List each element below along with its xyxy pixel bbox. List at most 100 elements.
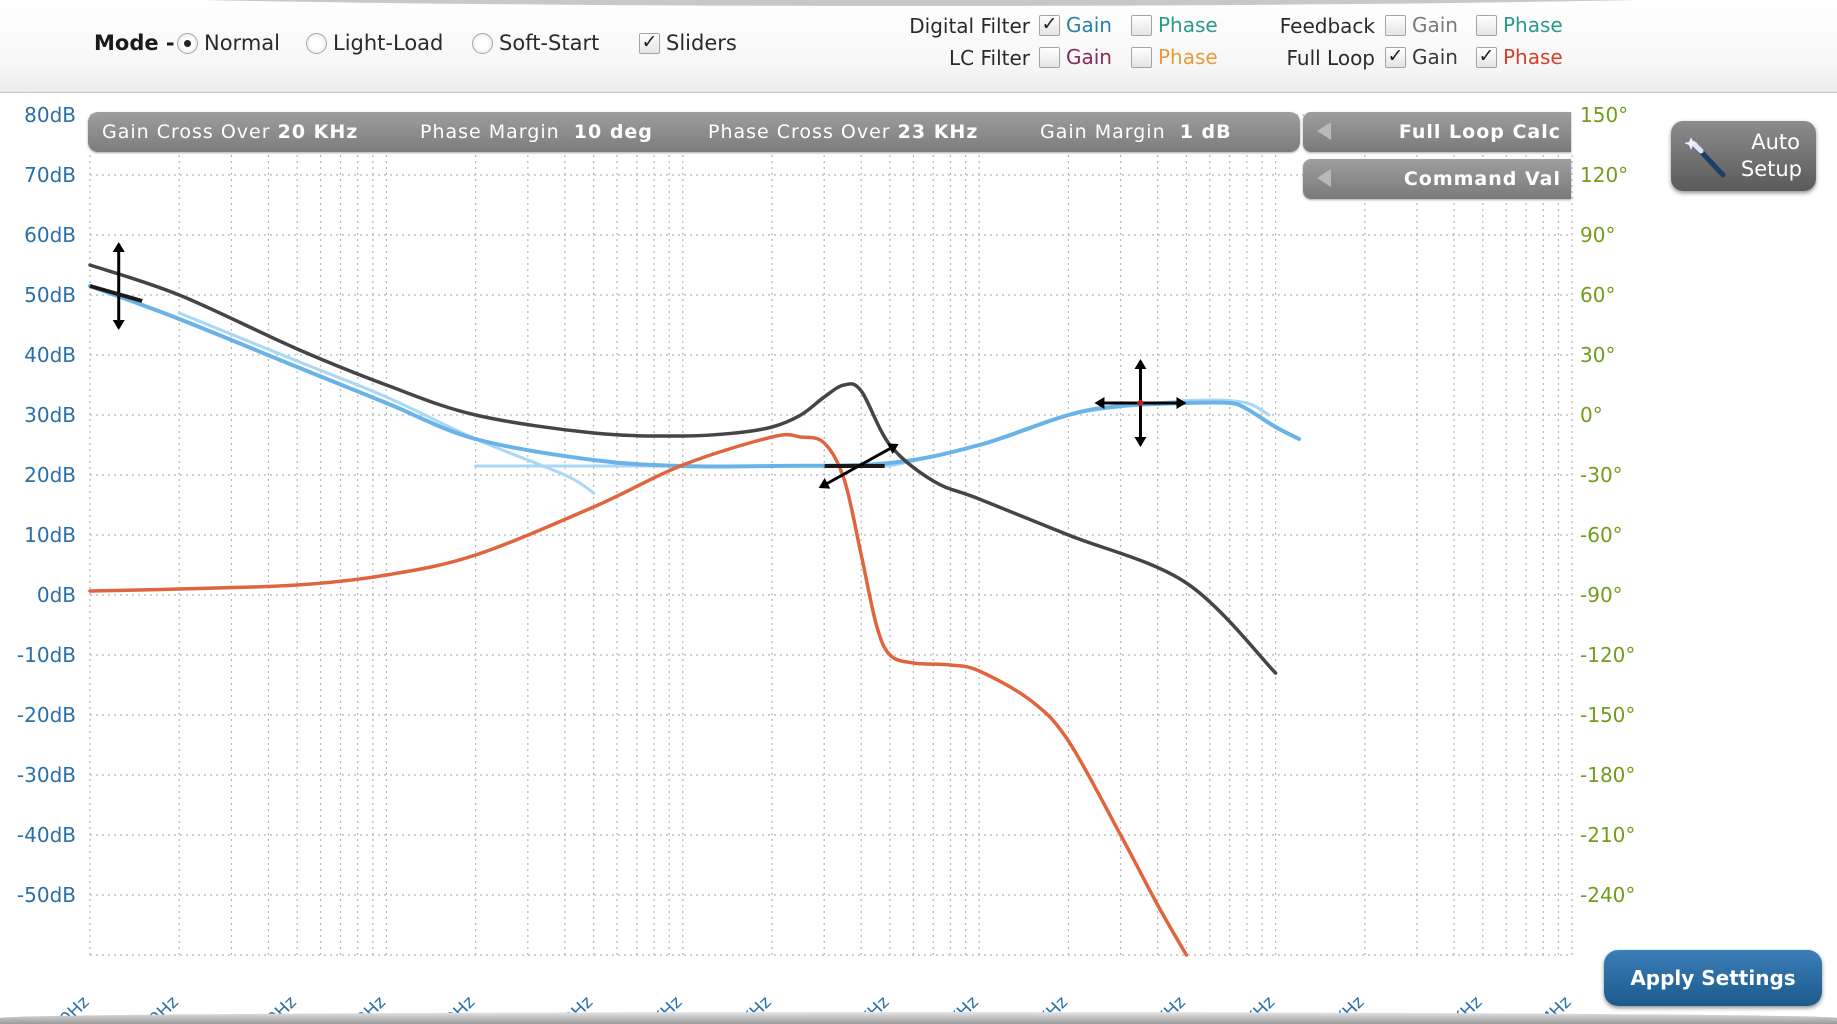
feedback-phase-label: Phase — [1503, 13, 1563, 37]
digital-filter-label: Digital Filter — [909, 14, 1030, 38]
phase-axis-tick-label: -60° — [1580, 523, 1623, 547]
phase-axis-tick-label: -210° — [1580, 823, 1635, 847]
gain-margin-value: 1 dB — [1179, 121, 1232, 143]
left-arrow-icon — [1317, 122, 1331, 140]
phase-crossover-label: Phase Cross Over — [708, 121, 891, 143]
mode-normal-label: Normal — [204, 31, 280, 55]
arrow-down-icon — [1134, 437, 1147, 447]
feedback-gain-label: Gain — [1412, 13, 1458, 37]
arrowhead-icon — [1134, 359, 1147, 369]
mode-soft-start-label: Soft-Start — [499, 31, 600, 55]
phase-margin-readout: Phase Margin 10 deg — [420, 121, 653, 143]
lc-filter-label: LC Filter — [949, 46, 1030, 70]
mode-light-load-radio[interactable]: Light-Load — [306, 31, 443, 55]
gain-axis-tick-label: 0dB — [37, 583, 76, 607]
phase-axis-tick-label: 30° — [1580, 343, 1615, 367]
gain-axis-tick-label: 60dB — [24, 223, 76, 247]
gain-axis-tick-label: 80dB — [24, 103, 76, 127]
phase-axis-tick-label: 120° — [1580, 163, 1628, 187]
mode-light-load-label: Light-Load — [333, 31, 444, 55]
lc-filter-phase-label: Phase — [1158, 45, 1218, 69]
checkmark-icon: ✓ — [639, 32, 660, 54]
full-loop-gain-checkbox[interactable]: ✓ Gain — [1385, 45, 1458, 69]
feedback-gain-checkbox[interactable]: Gain — [1385, 13, 1458, 37]
arrowhead-icon — [1176, 397, 1187, 409]
mode-normal-radio[interactable]: Normal — [177, 31, 280, 55]
digital-filter-gain-asymptote-line — [177, 311, 596, 495]
gain-crossover-label: Gain Cross Over — [102, 121, 271, 143]
feedback-label: Feedback — [1279, 14, 1375, 38]
checkmark-icon: ✓ — [1385, 46, 1406, 68]
gain-axis-tick-label: 70dB — [24, 163, 76, 187]
full-loop-phase-line — [88, 432, 1189, 957]
gain-slider-grip — [89, 284, 143, 303]
checkbox-empty-icon — [1131, 46, 1152, 68]
gain-axis-tick-label: 10dB — [24, 523, 76, 547]
full-loop-phase-checkbox[interactable]: ✓ Phase — [1476, 45, 1563, 69]
sliders-checkbox[interactable]: ✓ Sliders — [639, 31, 737, 55]
lc-filter-gain-checkbox[interactable]: Gain — [1039, 45, 1112, 69]
gain-axis-tick-label: -20dB — [17, 703, 76, 727]
gain-axis-tick-label: 40dB — [24, 343, 76, 367]
gain-crossover-readout: Gain Cross Over 20 KHz — [102, 121, 358, 143]
radio-empty-icon — [472, 32, 493, 54]
gain-axis-tick-label: 20dB — [24, 463, 76, 487]
full-loop-gain-line — [88, 263, 1278, 675]
phase-axis-tick-label: -30° — [1580, 463, 1623, 487]
phase-axis-tick-label: 90° — [1580, 223, 1615, 247]
gain-axis-tick-label: 50dB — [24, 283, 76, 307]
stability-banner: Gain Cross Over 20 KHz Phase Margin 10 d… — [88, 112, 1300, 152]
lc-filter-phase-checkbox[interactable]: Phase — [1131, 45, 1218, 69]
mode-label: Mode - — [94, 31, 175, 55]
digital-filter-phase-label: Phase — [1158, 13, 1218, 37]
phase-margin-value: 10 deg — [573, 121, 653, 143]
digital-filter-gain-asymptote-line — [888, 398, 1271, 468]
digital-filter-phase-checkbox[interactable]: Phase — [1131, 13, 1218, 37]
command-val-label: Command Val — [1403, 168, 1561, 190]
apply-settings-button[interactable]: Apply Settings — [1604, 950, 1822, 1006]
phase-axis-tick-label: -150° — [1580, 703, 1635, 727]
gain-crossover-value: 20 KHz — [277, 121, 359, 143]
arrowhead-icon — [112, 320, 125, 330]
arrow-left-icon — [1094, 397, 1105, 409]
arrowhead-icon — [112, 242, 125, 252]
arrow-right-icon — [1176, 397, 1187, 409]
arrowhead-icon — [818, 478, 831, 489]
auto-setup-button[interactable]: Auto Setup — [1671, 121, 1816, 191]
arrow-up-right-icon — [887, 443, 899, 454]
full-loop-phase-label: Phase — [1503, 45, 1563, 69]
arrowhead-icon — [1094, 397, 1105, 409]
digital-filter-gain-checkbox[interactable]: ✓ Gain — [1039, 13, 1112, 37]
phase-axis-tick-label: -240° — [1580, 883, 1635, 907]
footer-edge — [0, 1012, 1837, 1024]
lc-filter-gain-label: Gain — [1066, 45, 1112, 69]
phase-axis-tick-label: -180° — [1580, 763, 1635, 787]
command-val-button[interactable]: Command Val — [1303, 159, 1571, 199]
feedback-phase-checkbox[interactable]: Phase — [1476, 13, 1563, 37]
mode-soft-start-radio[interactable]: Soft-Start — [472, 31, 599, 55]
arrow-up-icon — [112, 242, 125, 252]
checkmark-icon: ✓ — [1039, 14, 1060, 36]
magic-wand-icon — [1685, 137, 1726, 178]
phase-axis-tick-label: -90° — [1580, 583, 1623, 607]
gain-axis-tick-label: -40dB — [17, 823, 76, 847]
arrowhead-icon — [1134, 437, 1147, 447]
phase-axis-tick-label: 60° — [1580, 283, 1615, 307]
full-loop-calc-label: Full Loop Calc — [1398, 121, 1561, 143]
full-loop-calc-button[interactable]: Full Loop Calc — [1303, 112, 1571, 152]
radio-selected-icon — [177, 32, 198, 54]
gain-margin-label: Gain Margin — [1040, 121, 1166, 143]
checkmark-icon: ✓ — [1476, 46, 1497, 68]
checkbox-empty-icon — [1385, 14, 1406, 36]
phase-crossover-readout: Phase Cross Over 23 KHz — [708, 121, 978, 143]
checkbox-empty-icon — [1131, 14, 1152, 36]
gain-axis-tick-label: -10dB — [17, 643, 76, 667]
full-loop-label: Full Loop — [1286, 46, 1375, 70]
pole-slider-center — [1137, 400, 1144, 406]
gain-axis-tick-label: -50dB — [17, 883, 76, 907]
phase-axis-tick-label: 150° — [1580, 103, 1628, 127]
auto-setup-label-2: Setup — [1740, 157, 1802, 181]
gain-margin-readout: Gain Margin 1 dB — [1040, 121, 1232, 143]
checkbox-empty-icon — [1476, 14, 1497, 36]
